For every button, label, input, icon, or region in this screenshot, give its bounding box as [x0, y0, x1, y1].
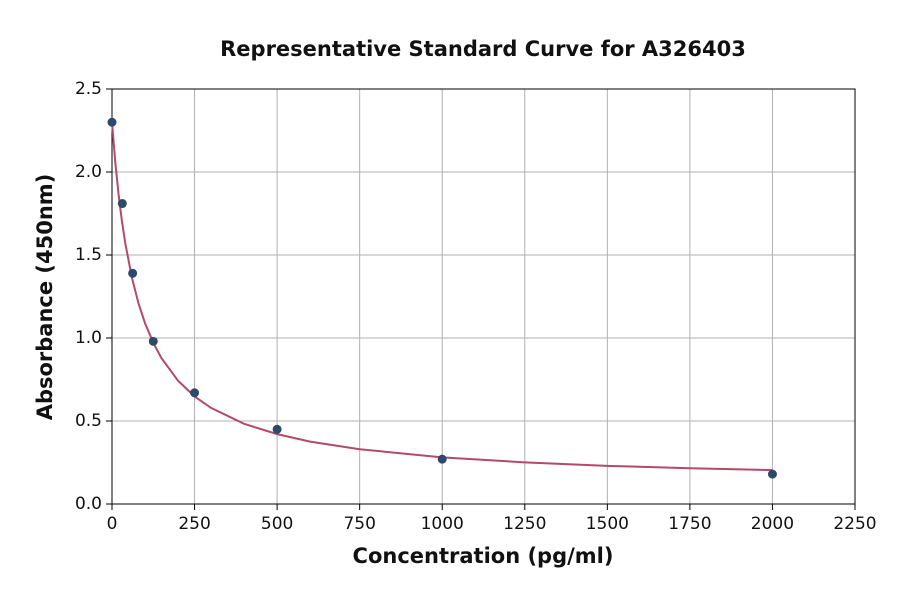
data-point	[117, 199, 127, 209]
y-tick-label: 2.0	[75, 162, 102, 182]
x-tick-label: 1500	[586, 514, 629, 534]
x-axis-label: Concentration (pg/ml)	[353, 544, 614, 568]
x-tick-label: 750	[343, 514, 375, 534]
x-tick-label: 2000	[751, 514, 794, 534]
fit-curve	[111, 122, 773, 472]
y-tick-label: 1.5	[75, 245, 102, 265]
y-tick-label: 0.5	[75, 411, 102, 431]
y-tick-label: 0.0	[75, 494, 102, 514]
x-tick-label: 1250	[503, 514, 546, 534]
x-tick-label: 1000	[421, 514, 464, 534]
x-tick-label: 500	[261, 514, 293, 534]
x-tick-label: 250	[178, 514, 210, 534]
y-tick-label: 1.0	[75, 328, 102, 348]
data-point	[128, 268, 138, 278]
x-tick-label: 0	[107, 514, 118, 534]
plot-frame	[111, 88, 856, 505]
chart-title: Representative Standard Curve for A32640…	[220, 37, 746, 61]
data-point	[767, 469, 777, 479]
data-point	[107, 117, 117, 127]
data-point	[190, 388, 200, 398]
x-tick-label: 1750	[668, 514, 711, 534]
data-point	[148, 336, 158, 346]
y-axis-label: Absorbance (450nm)	[33, 174, 57, 421]
x-tick-label: 2250	[833, 514, 876, 534]
y-tick-label: 2.5	[75, 79, 102, 99]
data-point	[272, 424, 282, 434]
data-point	[437, 454, 447, 464]
